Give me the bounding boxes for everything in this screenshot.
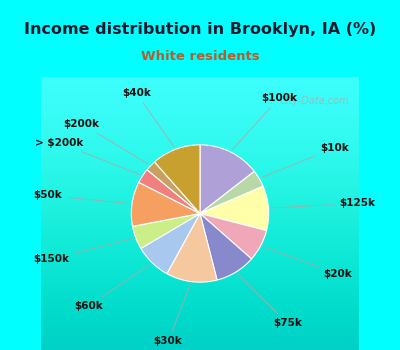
- Text: $100k: $100k: [232, 93, 298, 150]
- Wedge shape: [141, 214, 200, 274]
- Wedge shape: [154, 145, 200, 214]
- Wedge shape: [147, 162, 200, 214]
- Text: > $200k: > $200k: [35, 138, 140, 175]
- Text: $200k: $200k: [64, 119, 148, 164]
- Text: Income distribution in Brooklyn, IA (%): Income distribution in Brooklyn, IA (%): [24, 22, 376, 37]
- Wedge shape: [200, 214, 266, 259]
- Wedge shape: [200, 172, 263, 214]
- Text: $50k: $50k: [33, 190, 129, 204]
- Wedge shape: [200, 186, 269, 231]
- Text: $20k: $20k: [263, 247, 352, 279]
- Text: $125k: $125k: [271, 198, 375, 208]
- Wedge shape: [200, 214, 252, 280]
- Text: $75k: $75k: [238, 274, 302, 328]
- Wedge shape: [132, 214, 200, 248]
- Wedge shape: [131, 182, 200, 226]
- Text: $10k: $10k: [262, 143, 349, 177]
- Wedge shape: [200, 145, 254, 214]
- Text: White residents: White residents: [141, 49, 259, 63]
- Text: $150k: $150k: [33, 238, 133, 264]
- Wedge shape: [139, 170, 200, 214]
- Text: $40k: $40k: [122, 88, 174, 147]
- Text: City-Data.com: City-Data.com: [279, 96, 349, 106]
- Wedge shape: [167, 214, 217, 282]
- Text: $60k: $60k: [74, 264, 150, 311]
- Text: $30k: $30k: [154, 284, 190, 346]
